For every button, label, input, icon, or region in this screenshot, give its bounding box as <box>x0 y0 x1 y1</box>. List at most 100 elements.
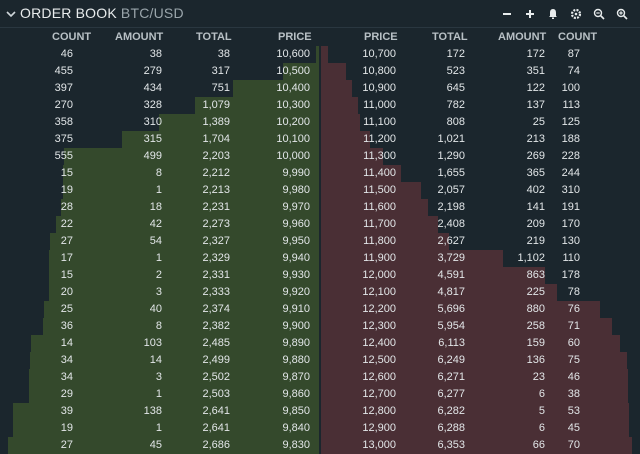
bid-amount: 8 <box>155 320 162 332</box>
ask-row[interactable]: 12,800 6,282 5 53 <box>320 403 640 420</box>
zoom-in-icon[interactable] <box>614 6 630 22</box>
bid-row[interactable]: 358 310 1,389 10,200 <box>0 114 320 131</box>
ask-row[interactable]: 12,300 5,954 258 71 <box>320 318 640 335</box>
ask-total: 3,729 <box>437 252 465 264</box>
ask-row[interactable]: 12,200 5,696 880 76 <box>320 301 640 318</box>
plus-icon[interactable] <box>522 6 538 22</box>
bid-depth-bar <box>195 97 320 114</box>
bid-row[interactable]: 27 54 2,327 9,950 <box>0 233 320 250</box>
bid-depth-bar <box>122 131 320 148</box>
bid-row[interactable]: 19 1 2,213 9,980 <box>0 182 320 199</box>
ask-count: 110 <box>562 252 580 264</box>
bid-row[interactable]: 397 434 751 10,400 <box>0 80 320 97</box>
bid-depth-bar <box>44 301 320 318</box>
bid-row[interactable]: 19 1 2,641 9,840 <box>0 420 320 437</box>
bid-count: 17 <box>60 252 73 264</box>
ask-row[interactable]: 10,900 645 122 100 <box>320 80 640 97</box>
gear-icon[interactable] <box>568 6 584 22</box>
ask-row[interactable]: 11,200 1,021 213 188 <box>320 131 640 148</box>
ask-row[interactable]: 12,700 6,277 6 38 <box>320 386 640 403</box>
ask-count: 76 <box>567 303 580 315</box>
bid-total: 2,213 <box>202 184 230 196</box>
bid-row[interactable]: 555 499 2,203 10,000 <box>0 148 320 165</box>
bid-row[interactable]: 27 45 2,686 9,830 <box>0 437 320 454</box>
bid-row[interactable]: 28 18 2,231 9,970 <box>0 199 320 216</box>
bids-count-header[interactable]: COUNT <box>52 31 92 43</box>
ask-row[interactable]: 11,500 2,057 402 310 <box>320 182 640 199</box>
ask-depth-bar <box>320 335 620 352</box>
bid-row[interactable]: 34 14 2,499 9,880 <box>0 352 320 369</box>
ask-row[interactable]: 12,400 6,113 159 60 <box>320 335 640 352</box>
ask-row[interactable]: 10,700 172 172 87 <box>320 46 640 63</box>
bid-count: 15 <box>60 269 73 281</box>
ask-row[interactable]: 12,100 4,817 225 78 <box>320 284 640 301</box>
bid-amount: 328 <box>143 99 162 111</box>
ask-total: 4,591 <box>437 269 465 281</box>
bid-total: 317 <box>211 65 230 77</box>
bid-row[interactable]: 25 40 2,374 9,910 <box>0 301 320 318</box>
ask-amount: 6 <box>538 388 545 400</box>
bid-amount: 3 <box>155 286 162 298</box>
bid-row[interactable]: 34 3 2,502 9,870 <box>0 369 320 386</box>
bid-amount: 315 <box>143 133 162 145</box>
bid-total: 38 <box>217 48 230 60</box>
bid-count: 20 <box>60 286 73 298</box>
asks-price-header[interactable]: PRICE <box>364 31 398 43</box>
bell-icon[interactable] <box>545 6 561 22</box>
bid-row[interactable]: 375 315 1,704 10,100 <box>0 131 320 148</box>
ask-row[interactable]: 11,300 1,290 269 228 <box>320 148 640 165</box>
ask-count: 60 <box>567 337 580 349</box>
ask-row[interactable]: 13,000 6,353 66 70 <box>320 437 640 454</box>
bid-row[interactable]: 15 2 2,331 9,930 <box>0 267 320 284</box>
asks-table: 10,700 172 172 87 10,800 523 351 74 10,900 645 122… <box>320 46 640 454</box>
ask-row[interactable]: 11,600 2,198 141 191 <box>320 199 640 216</box>
spread-divider <box>319 46 321 454</box>
bids-total-header[interactable]: TOTAL <box>196 31 232 43</box>
ask-row[interactable]: 12,900 6,288 6 45 <box>320 420 640 437</box>
zoom-out-icon[interactable] <box>591 6 607 22</box>
bid-total: 2,329 <box>202 252 230 264</box>
bid-price: 9,930 <box>282 269 310 281</box>
bid-row[interactable]: 270 328 1,079 10,300 <box>0 97 320 114</box>
bids-amount-header[interactable]: AMOUNT <box>115 31 164 43</box>
bid-row[interactable]: 17 1 2,329 9,940 <box>0 250 320 267</box>
ask-row[interactable]: 11,900 3,729 1,102 110 <box>320 250 640 267</box>
bid-row[interactable]: 46 38 38 10,600 <box>0 46 320 63</box>
ask-row[interactable]: 12,000 4,591 863 178 <box>320 267 640 284</box>
bid-count: 14 <box>60 337 73 349</box>
bid-row[interactable]: 29 1 2,503 9,860 <box>0 386 320 403</box>
bid-row[interactable]: 36 8 2,382 9,900 <box>0 318 320 335</box>
ask-amount: 863 <box>526 269 545 281</box>
ask-row[interactable]: 11,400 1,655 365 244 <box>320 165 640 182</box>
bid-depth-bar <box>29 369 320 386</box>
bid-total: 2,273 <box>202 218 230 230</box>
bid-amount: 138 <box>143 405 162 417</box>
chevron-down-icon[interactable] <box>6 9 16 19</box>
bid-row[interactable]: 14 103 2,485 9,890 <box>0 335 320 352</box>
ask-row[interactable]: 12,500 6,249 136 75 <box>320 352 640 369</box>
asks-total-header[interactable]: TOTAL <box>432 31 468 43</box>
ask-row[interactable]: 11,700 2,408 209 170 <box>320 216 640 233</box>
bid-row[interactable]: 15 8 2,212 9,990 <box>0 165 320 182</box>
bid-row[interactable]: 39 138 2,641 9,850 <box>0 403 320 420</box>
bid-row[interactable]: 455 279 317 10,500 <box>0 63 320 80</box>
ask-row[interactable]: 11,000 782 137 113 <box>320 97 640 114</box>
ask-price: 11,500 <box>363 184 396 196</box>
asks-count-header[interactable]: COUNT <box>558 31 598 43</box>
ask-row[interactable]: 11,100 808 25 125 <box>320 114 640 131</box>
asks-amount-header[interactable]: AMOUNT <box>498 31 547 43</box>
bid-amount: 42 <box>149 218 162 230</box>
ask-depth-bar <box>320 386 628 403</box>
bid-row[interactable]: 22 42 2,273 9,960 <box>0 216 320 233</box>
ask-depth-bar <box>320 369 628 386</box>
bids-price-header[interactable]: PRICE <box>278 31 312 43</box>
ask-row[interactable]: 10,800 523 351 74 <box>320 63 640 80</box>
bid-row[interactable]: 20 3 2,333 9,920 <box>0 284 320 301</box>
minus-icon[interactable] <box>499 6 515 22</box>
bid-price: 10,000 <box>276 150 310 162</box>
bid-depth-bar <box>64 148 320 165</box>
ask-row[interactable]: 12,600 6,271 23 46 <box>320 369 640 386</box>
ask-row[interactable]: 11,800 2,627 219 130 <box>320 233 640 250</box>
bid-amount: 279 <box>143 65 162 77</box>
ask-amount: 351 <box>526 65 545 77</box>
